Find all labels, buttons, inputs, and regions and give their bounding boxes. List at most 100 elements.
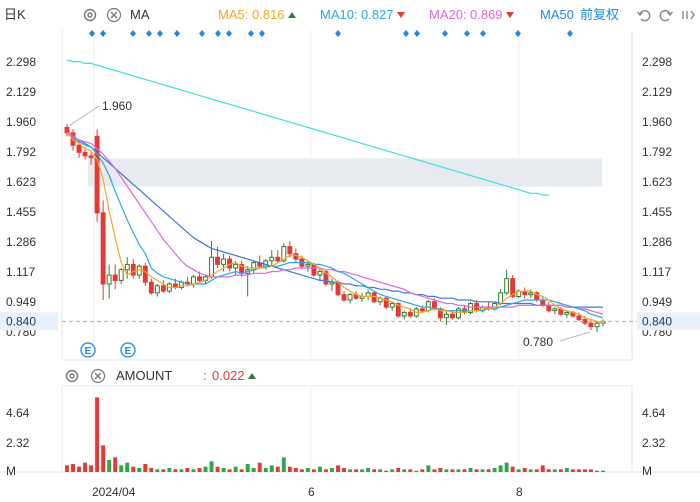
volume-bar[interactable] [444, 469, 449, 472]
volume-bar[interactable] [558, 469, 563, 472]
volume-bar[interactable] [239, 469, 244, 472]
volume-bar[interactable] [77, 466, 82, 472]
volume-bar[interactable] [251, 468, 256, 472]
candle[interactable] [564, 311, 570, 315]
candle[interactable] [221, 258, 227, 265]
candle[interactable] [594, 322, 600, 328]
volume-bar[interactable] [366, 468, 371, 472]
volume-bar[interactable] [601, 470, 605, 472]
volume-bar[interactable] [360, 469, 365, 472]
amount-label[interactable]: AMOUNT [116, 368, 173, 383]
volume-bar[interactable] [125, 462, 130, 472]
candle[interactable] [197, 276, 202, 281]
candle[interactable] [64, 126, 70, 134]
event-marker-icon[interactable] [120, 342, 136, 358]
volume-bar[interactable] [378, 469, 383, 472]
volume-bar[interactable] [155, 469, 160, 472]
candle[interactable] [347, 294, 353, 301]
volume-bar[interactable] [588, 469, 593, 472]
event-diamond-icon[interactable] [248, 30, 254, 37]
volume-bar[interactable] [203, 466, 208, 472]
volume-bar[interactable] [215, 466, 220, 472]
volume-bar[interactable] [390, 469, 395, 472]
volume-bar[interactable] [65, 465, 69, 472]
volume-bar[interactable] [408, 469, 413, 472]
volume-bar[interactable] [95, 397, 100, 472]
candle[interactable] [395, 303, 401, 317]
volume-bar[interactable] [185, 468, 190, 472]
candle[interactable] [383, 297, 389, 308]
refresh-icon[interactable] [658, 7, 674, 23]
candle[interactable] [287, 246, 293, 255]
candle[interactable] [552, 308, 558, 312]
candle[interactable] [130, 263, 136, 276]
volume-bar[interactable] [287, 466, 292, 472]
event-marker-icon[interactable] [80, 342, 96, 358]
volume-bar[interactable] [293, 468, 298, 472]
candle[interactable] [528, 292, 534, 296]
event-diamond-icon[interactable] [89, 30, 95, 37]
volume-bar[interactable] [576, 469, 581, 472]
volume-bar[interactable] [317, 466, 322, 472]
candle[interactable] [305, 263, 311, 267]
candle[interactable] [504, 278, 510, 294]
volume-bar[interactable] [71, 464, 75, 472]
volume-bar[interactable] [372, 469, 377, 472]
candle[interactable] [546, 304, 552, 312]
candle[interactable] [100, 212, 106, 285]
candle[interactable] [88, 155, 94, 159]
event-diamond-icon[interactable] [199, 30, 205, 37]
candle[interactable] [443, 313, 449, 319]
volume-bar[interactable] [179, 469, 184, 472]
volume-bar[interactable] [540, 465, 545, 472]
candle[interactable] [540, 299, 546, 306]
volume-bar[interactable] [396, 468, 401, 472]
close-icon[interactable] [106, 7, 122, 23]
volume-bar[interactable] [498, 465, 503, 472]
adjust-button[interactable]: 前复权 [580, 7, 620, 22]
candle[interactable] [82, 151, 88, 157]
candle[interactable] [148, 281, 154, 294]
candle[interactable] [76, 144, 82, 153]
candle[interactable] [94, 135, 100, 214]
volume-bar[interactable] [311, 469, 316, 472]
volume-bar[interactable] [595, 470, 599, 472]
volume-bar[interactable] [245, 464, 250, 472]
volume-bar[interactable] [582, 469, 587, 472]
volume-bar[interactable] [420, 469, 425, 472]
volume-bar[interactable] [480, 469, 485, 472]
event-diamond-icon[interactable] [442, 30, 448, 37]
event-diamond-icon[interactable] [480, 30, 486, 37]
volume-bar[interactable] [191, 469, 196, 472]
volume-bar[interactable] [143, 464, 148, 472]
candle[interactable] [431, 301, 437, 310]
volume-bar[interactable] [227, 469, 232, 472]
period-label[interactable]: 日K [4, 7, 26, 22]
volume-bar[interactable] [131, 466, 136, 472]
event-diamond-icon[interactable] [414, 30, 420, 37]
candle[interactable] [419, 308, 425, 312]
volume-bar[interactable] [402, 469, 407, 472]
volume-bar[interactable] [197, 468, 202, 472]
candle[interactable] [142, 265, 148, 283]
volume-bar[interactable] [209, 461, 214, 472]
candle[interactable] [154, 285, 160, 294]
volume-bar[interactable] [101, 445, 106, 472]
candle[interactable] [275, 256, 281, 262]
volume-bar[interactable] [173, 469, 178, 472]
candle[interactable] [341, 294, 347, 301]
volume-bar[interactable] [330, 468, 334, 472]
candle[interactable] [323, 271, 329, 285]
candle[interactable] [311, 263, 317, 276]
candle[interactable] [407, 311, 413, 317]
candle[interactable] [317, 271, 323, 276]
settings-icon[interactable] [82, 7, 98, 23]
volume-bar[interactable] [257, 462, 262, 472]
event-diamond-icon[interactable] [130, 30, 136, 37]
volume-bar[interactable] [275, 466, 280, 472]
event-diamond-icon[interactable] [215, 30, 221, 37]
candle[interactable] [510, 278, 516, 297]
volume-bar[interactable] [474, 469, 479, 472]
candle[interactable] [251, 262, 257, 271]
volume-bar[interactable] [414, 470, 419, 472]
